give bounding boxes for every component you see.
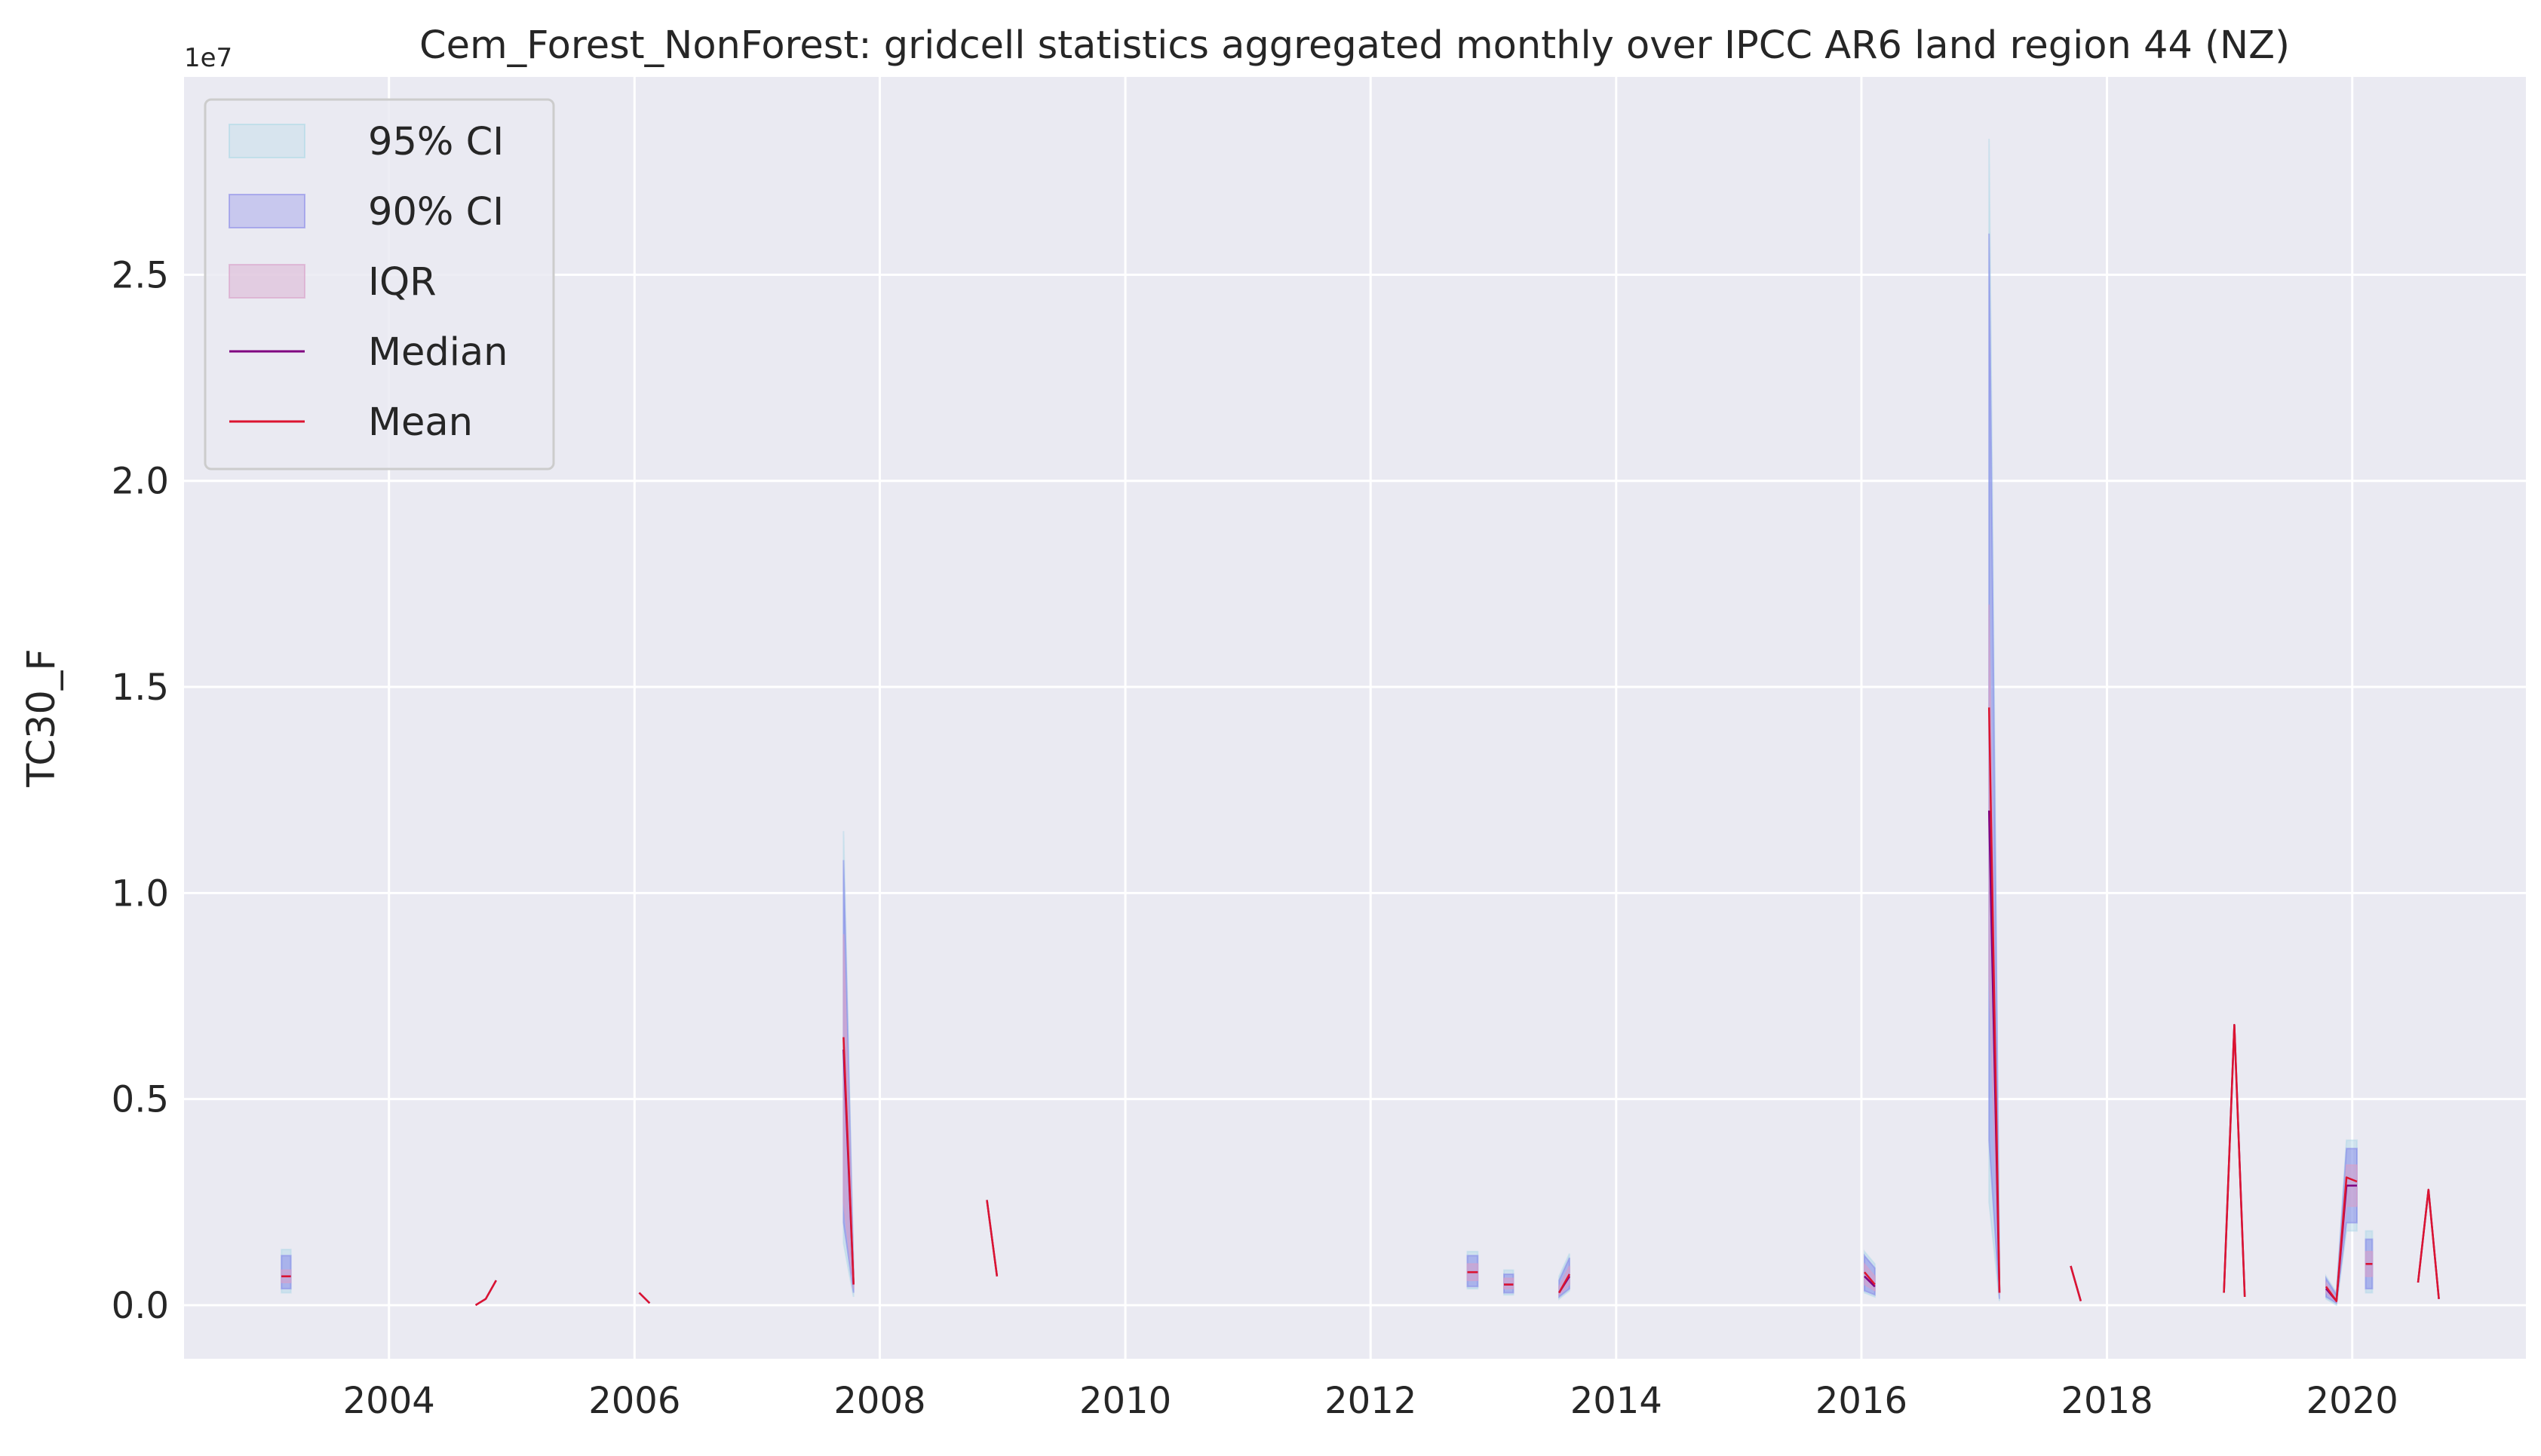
x-tick-label: 2004 [343, 1380, 435, 1422]
legend-label: 95% CI [368, 120, 504, 164]
y-axis-offset-label: 1e7 [184, 43, 232, 73]
tick-labels: 2004 2006 2008 2010 2012 2014 2016 2018 2020 0.0 0… [112, 254, 2398, 1422]
plot-series [281, 138, 2440, 1307]
median-line [1864, 1275, 1876, 1288]
mean-line [1864, 1271, 1876, 1286]
x-tick-label: 2018 [2061, 1380, 2153, 1422]
mean-line [1558, 1274, 1570, 1294]
x-tick-label: 2010 [1079, 1380, 1171, 1422]
y-tick-label: 2.0 [112, 461, 169, 503]
legend-label: Mean [368, 400, 473, 445]
x-tick-label: 2012 [1324, 1380, 1416, 1422]
x-tick-label: 2014 [1570, 1380, 1662, 1422]
mean-line [842, 1037, 855, 1285]
x-tick-label: 2006 [588, 1380, 680, 1422]
y-tick-label: 1.0 [112, 872, 169, 915]
legend-swatch [229, 124, 305, 158]
x-tick-label: 2016 [1815, 1380, 1907, 1422]
plot-area [184, 77, 2526, 1359]
mean-line [638, 1292, 651, 1304]
mean-line [2417, 1188, 2440, 1299]
legend-box [204, 98, 555, 471]
x-tick-label: 2020 [2306, 1380, 2398, 1422]
legend-swatch [229, 264, 305, 299]
legend-label: IQR [368, 260, 437, 305]
mean-line [2070, 1265, 2082, 1301]
mean-line [2325, 1176, 2358, 1302]
chart-title: Cem_Forest_NonForest: gridcell statistic… [419, 23, 2290, 68]
y-axis-label: TC30_F [20, 648, 64, 788]
mean-line [1987, 707, 2001, 1293]
y-tick-label: 0.5 [112, 1079, 169, 1121]
grid-lines [184, 77, 2526, 1359]
iqr-band [1503, 1277, 1514, 1290]
x-tick-label: 2008 [833, 1380, 925, 1422]
y-tick-label: 1.5 [112, 667, 169, 709]
y-tick-label: 0.0 [112, 1285, 169, 1327]
mean-line [2223, 1023, 2246, 1298]
mean-line [986, 1200, 999, 1277]
legend-label: 90% CI [368, 190, 504, 234]
mean-line [474, 1280, 497, 1306]
legend-label: Median [368, 330, 508, 375]
y-tick-label: 2.5 [112, 254, 169, 296]
legend: 95% CI 90% CI IQR Median Mean [204, 98, 555, 471]
legend-swatch [229, 194, 305, 228]
